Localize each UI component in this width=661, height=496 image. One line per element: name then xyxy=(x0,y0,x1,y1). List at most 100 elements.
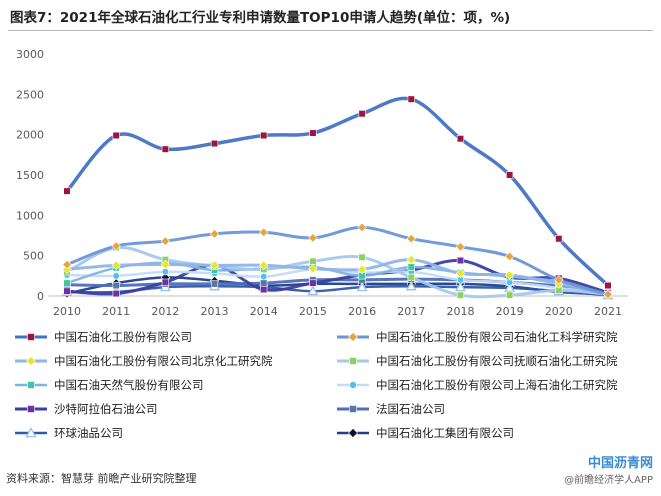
data-point xyxy=(260,273,268,281)
data-point xyxy=(506,291,514,299)
data-point xyxy=(407,273,415,282)
legend-item: 中国石油化工股份有限公司上海石油化工研究院 xyxy=(336,375,618,395)
legend-swatch-marker xyxy=(26,356,36,366)
data-point xyxy=(504,282,516,293)
data-point xyxy=(161,268,169,276)
legend-label: 沙特阿拉伯石油公司 xyxy=(54,402,158,416)
legend-swatch xyxy=(337,332,369,342)
data-point xyxy=(62,264,72,275)
series-line xyxy=(65,285,610,297)
data-point xyxy=(357,264,367,275)
data-point xyxy=(307,285,319,296)
legend-label: 中国石油化工股份有限公司 xyxy=(54,330,192,344)
legend-swatch xyxy=(15,381,47,389)
legend-swatch-marker xyxy=(25,427,37,438)
x-tick-label: 2010 xyxy=(53,305,81,318)
x-tick-label: 2019 xyxy=(496,305,524,318)
legend-swatch xyxy=(15,356,47,366)
data-point xyxy=(455,268,466,279)
data-point xyxy=(308,233,318,243)
data-point xyxy=(554,275,564,285)
data-point xyxy=(406,254,416,265)
data-point xyxy=(160,259,171,270)
axis-layer: 0 500 1000 1500 2000 2500 3000 2010 2011 2012 2013… xyxy=(16,48,628,318)
data-point xyxy=(111,260,121,271)
legend-swatch xyxy=(337,381,369,389)
x-tick-label: 2015 xyxy=(299,305,327,318)
data-point xyxy=(209,229,220,239)
legend-label: 中国石油化工股份有限公司石油化工科学研究院 xyxy=(376,330,618,344)
legend-swatch xyxy=(337,428,369,438)
legend-swatch-marker xyxy=(27,333,35,341)
legend-swatch xyxy=(15,427,47,438)
data-point xyxy=(309,257,317,265)
legend-label: 中国石油化工股份有限公司北京化工研究院 xyxy=(54,354,273,368)
legend-item: 中国石油天然气股份有限公司 xyxy=(14,375,204,395)
data-point xyxy=(406,234,416,244)
legend-swatch-marker xyxy=(349,357,357,365)
legend-swatch xyxy=(15,405,47,413)
data-point xyxy=(161,145,169,153)
legend-item: 中国石油化工股份有限公司 xyxy=(14,327,192,347)
data-point xyxy=(358,253,366,261)
data-point xyxy=(456,291,465,299)
legend-label: 法国石油公司 xyxy=(376,402,445,416)
x-tick-label: 2014 xyxy=(250,305,278,318)
data-point xyxy=(356,281,368,292)
data-point xyxy=(209,260,220,271)
chart-title: 图表7：2021年全球石油化工行业专利申请数量TOP10申请人趋势(单位：项，%… xyxy=(10,10,511,26)
data-point xyxy=(456,256,465,265)
data-point xyxy=(407,95,415,103)
data-point xyxy=(111,241,121,251)
data-point xyxy=(259,260,269,271)
data-point xyxy=(161,278,169,286)
y-tick-label: 0 xyxy=(37,290,44,303)
y-tick-label: 1500 xyxy=(16,169,44,182)
legend-label: 中国石油化工股份有限公司抚顺石油化工研究院 xyxy=(376,354,618,368)
series-group xyxy=(63,95,612,290)
watermark-title: 中国沥青网 xyxy=(587,456,653,471)
data-point xyxy=(604,281,612,290)
y-tick-label: 3000 xyxy=(16,48,44,61)
series-layer xyxy=(61,95,614,300)
watermark-subtitle: @前瞻经济学人APP xyxy=(564,475,653,486)
data-point xyxy=(259,227,269,237)
legend-item: 中国石油化工股份有限公司石油化工科学研究院 xyxy=(336,327,618,347)
x-tick-label: 2020 xyxy=(545,305,573,318)
x-tick-label: 2011 xyxy=(102,305,130,318)
y-tick-label: 500 xyxy=(23,250,44,263)
x-tick-label: 2017 xyxy=(397,305,425,318)
data-point xyxy=(63,287,71,295)
legend-label: 环球油品公司 xyxy=(54,426,123,440)
data-point xyxy=(210,280,219,288)
data-point xyxy=(454,281,466,292)
x-tick-label: 2013 xyxy=(201,305,229,318)
x-tick-label: 2012 xyxy=(151,305,179,318)
data-point xyxy=(62,259,72,270)
legend-swatch-marker xyxy=(348,428,358,438)
data-point xyxy=(63,187,71,195)
data-point xyxy=(112,272,120,280)
data-point xyxy=(358,110,366,118)
legend-item: 中国石油化工集团有限公司 xyxy=(336,423,514,443)
data-point xyxy=(112,289,120,298)
y-tick-label: 2500 xyxy=(16,88,44,101)
series-group xyxy=(62,254,613,300)
series-line xyxy=(65,96,610,288)
legend-label: 中国石油化工股份有限公司上海石油化工研究院 xyxy=(376,378,618,392)
legend-swatch xyxy=(337,405,369,413)
data-point xyxy=(405,280,417,291)
data-point xyxy=(603,289,613,300)
watermark: 中国沥青网 @前瞻经济学人APP xyxy=(564,452,653,486)
y-tick-label: 2000 xyxy=(16,129,44,142)
data-point xyxy=(308,263,318,274)
data-point xyxy=(455,242,466,252)
data-point xyxy=(112,131,120,140)
legend-item: 法国石油公司 xyxy=(336,399,445,419)
data-point xyxy=(112,281,120,290)
legend-item: 环球油品公司 xyxy=(14,423,123,443)
data-point xyxy=(504,270,515,280)
x-tick-label: 2021 xyxy=(594,305,622,318)
line-chart: 0 500 1000 1500 2000 2500 3000 2010 2011 2012 2013… xyxy=(16,48,628,318)
y-tick-label: 1000 xyxy=(16,209,44,222)
